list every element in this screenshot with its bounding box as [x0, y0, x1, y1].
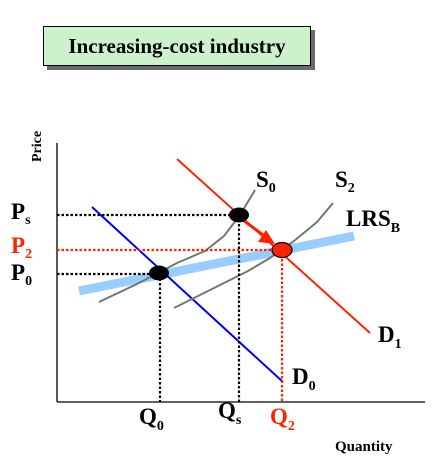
curve-label-s0: S0 — [256, 167, 276, 196]
price-label-p2: P2 — [11, 233, 32, 262]
curve-label-d0: D0 — [292, 364, 316, 394]
curve-label-d1: D1 — [378, 322, 402, 352]
quantity-label-qs: Qs — [218, 398, 242, 428]
y-axis-label: Price — [30, 131, 45, 162]
quantity-label-q2: Q2 — [270, 404, 295, 434]
supply-curve-s2 — [173, 202, 334, 309]
lrs-curve — [78, 231, 355, 296]
equilibrium-point-initial — [149, 265, 169, 281]
diagram-title: Increasing-cost industry — [43, 26, 311, 66]
curve-label-s2: S2 — [335, 167, 355, 196]
adjustment-arrow-shaft — [242, 218, 264, 237]
equilibrium-point-short-run — [229, 207, 249, 223]
equilibrium-point-long-run — [271, 241, 293, 259]
curve-label-lrs: LRSB — [346, 206, 400, 236]
price-label-ps: Ps — [11, 199, 31, 228]
adjustment-arrow-head — [258, 230, 275, 244]
quantity-label-q0: Q0 — [139, 404, 164, 434]
demand-curve-d0 — [91, 206, 284, 383]
x-axis-label: Quantity — [335, 439, 393, 455]
price-label-p0: P0 — [11, 260, 32, 289]
